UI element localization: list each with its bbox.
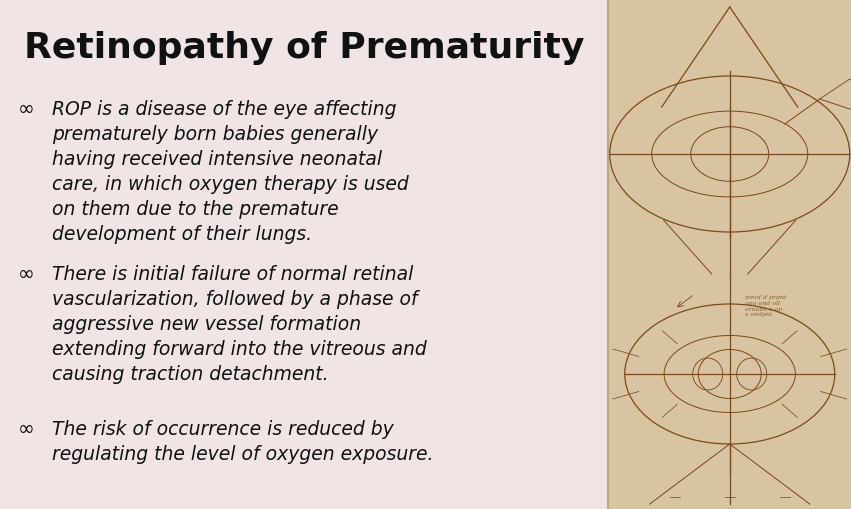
Text: ROP is a disease of the eye affecting
prematurely born babies generally
having r: ROP is a disease of the eye affecting pr… (52, 100, 408, 243)
Text: ∞: ∞ (18, 265, 35, 284)
Bar (0, 0, 608, 509)
Text: The risk of occurrence is reduced by
regulating the level of oxygen exposure.: The risk of occurrence is reduced by reg… (52, 419, 433, 463)
Text: ∞: ∞ (18, 100, 35, 119)
Text: mnof d prpnt
ono ond oll
ornobs o op
s ondpni: mnof d prpnt ono ond oll ornobs o op s o… (745, 294, 786, 317)
Bar (608, 0, 851, 509)
Text: Retinopathy of Prematurity: Retinopathy of Prematurity (24, 31, 585, 65)
Text: ∞: ∞ (18, 419, 35, 438)
Text: There is initial failure of normal retinal
vascularization, followed by a phase : There is initial failure of normal retin… (52, 265, 426, 383)
